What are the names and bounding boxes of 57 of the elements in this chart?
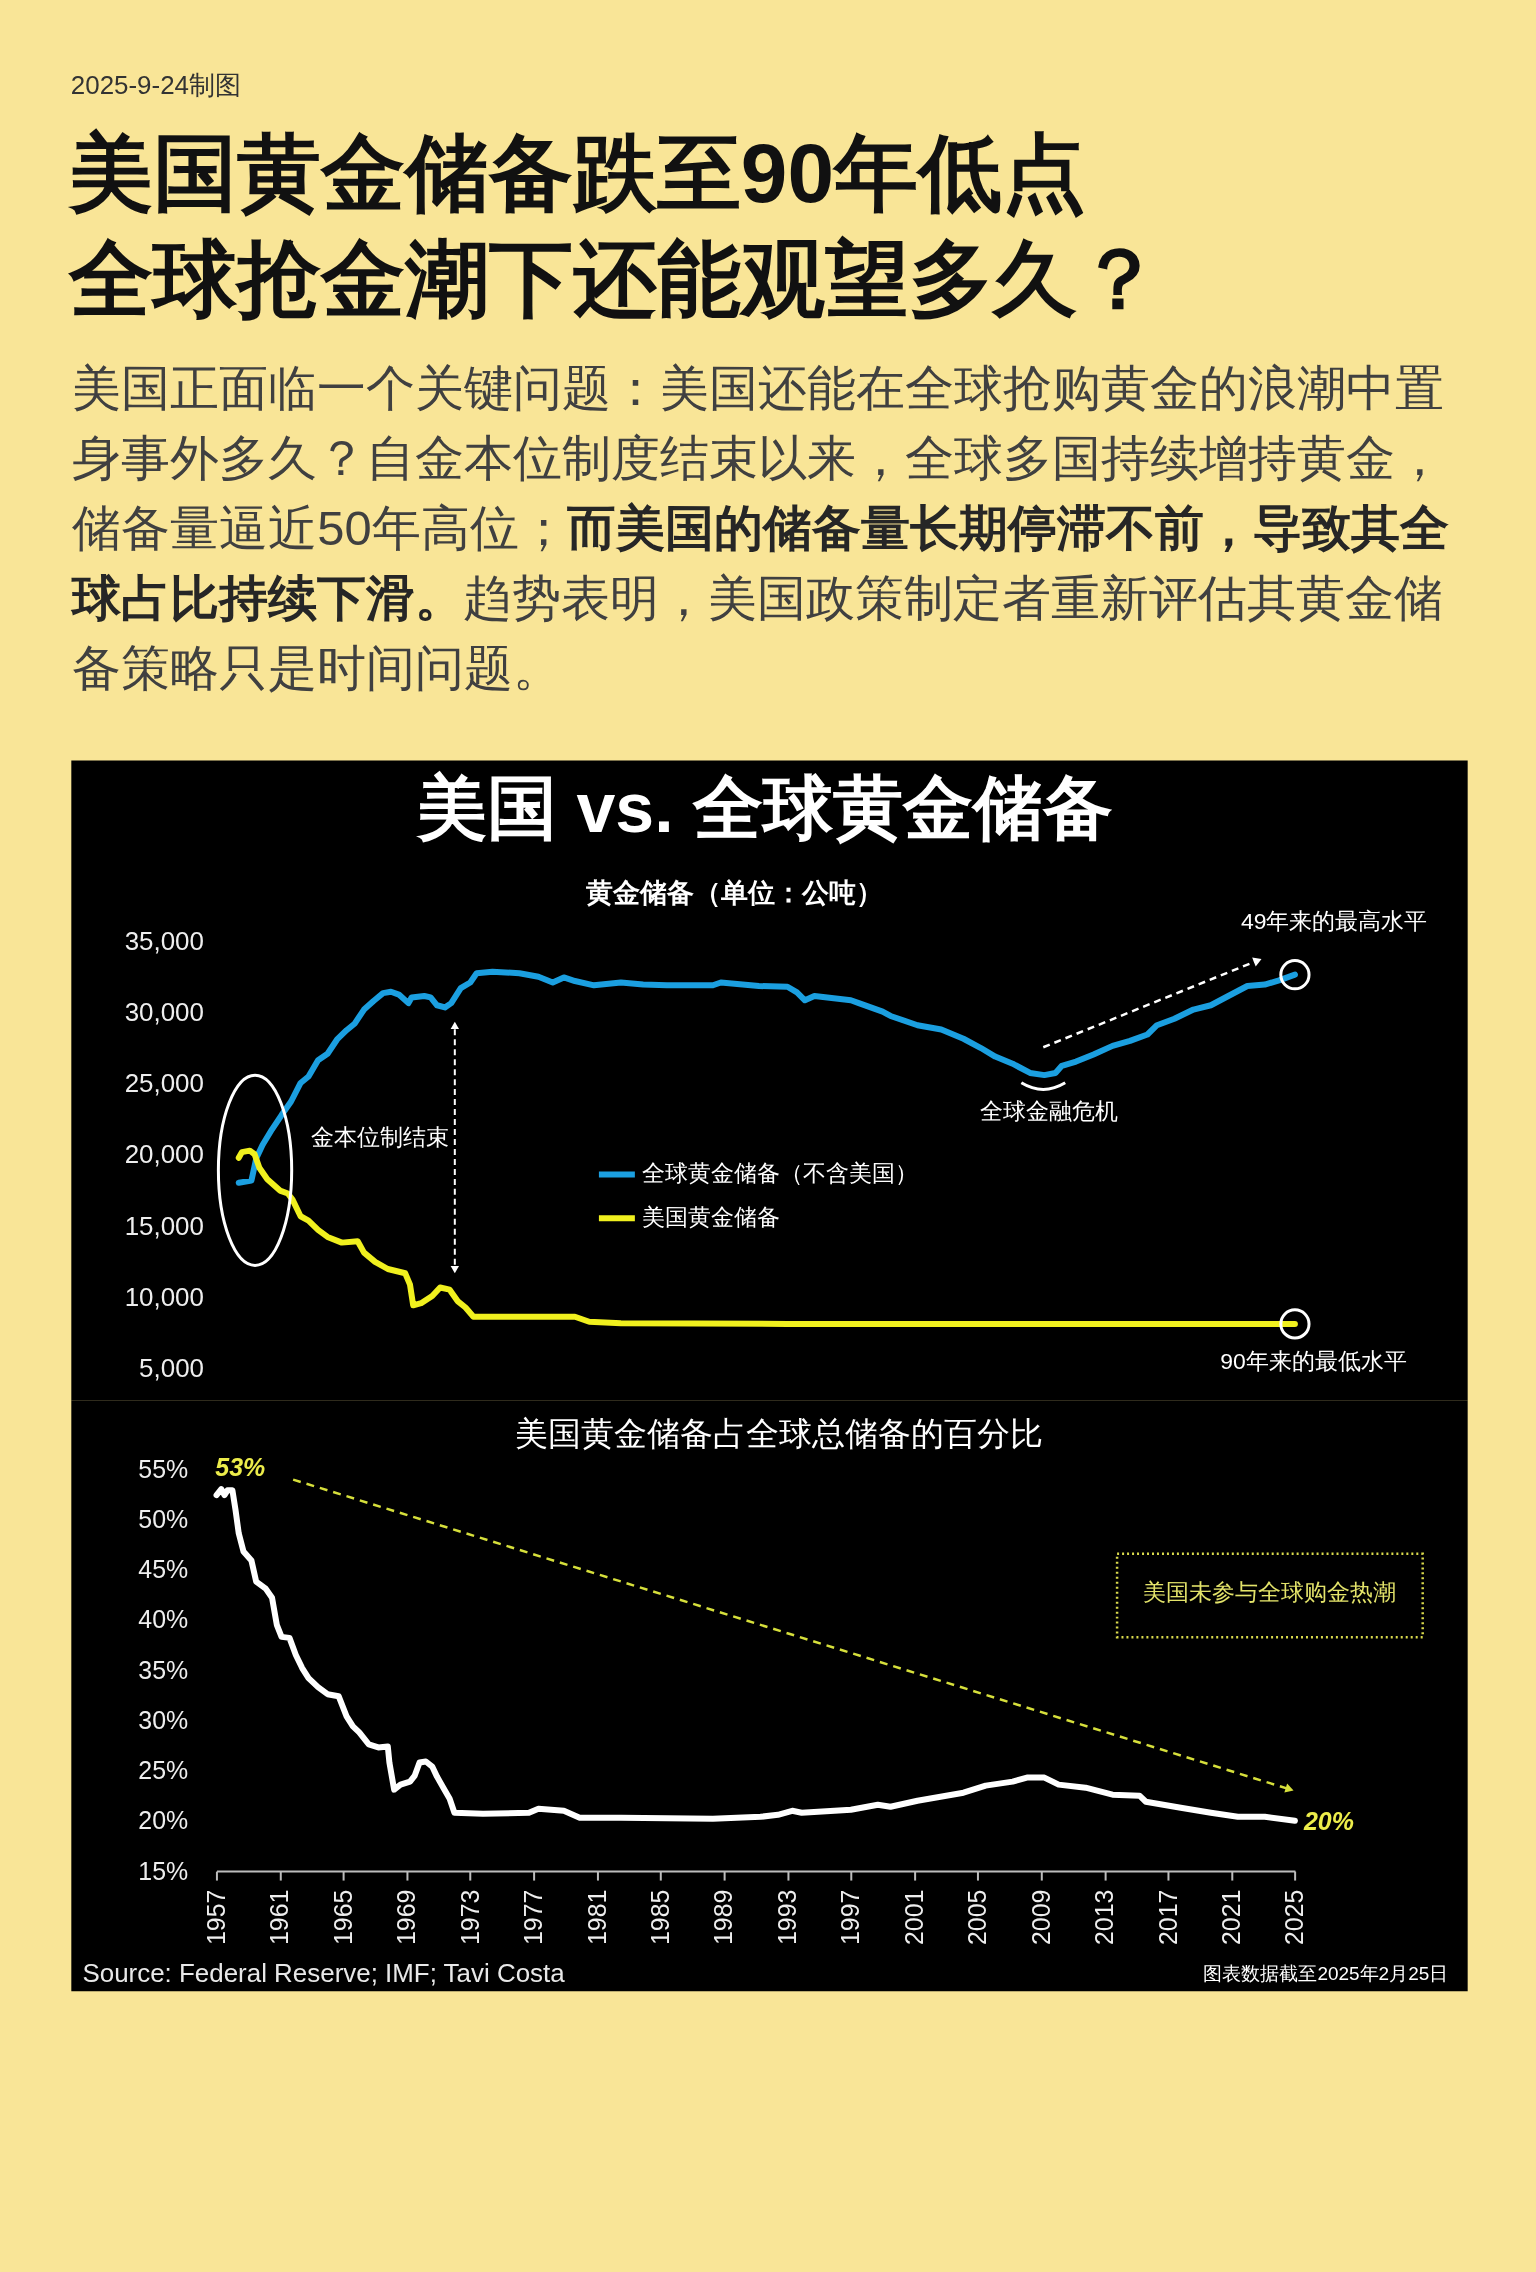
annotation: 金本位制结束 xyxy=(310,1124,449,1151)
chart-title: 美国黄金储备占全球总储备的百分比 xyxy=(514,1414,1043,1452)
legend-label: 美国黄金储备 xyxy=(642,1204,781,1231)
x-tick-label: 1989 xyxy=(709,1889,738,1945)
annotation: 美国未参与全球购金热潮 xyxy=(1143,1578,1397,1605)
annotation: 全球金融危机 xyxy=(980,1098,1119,1125)
y-tick-label: 15% xyxy=(138,1856,189,1885)
y-tick-label: 25,000 xyxy=(124,1069,204,1098)
y-tick-label: 40% xyxy=(138,1605,189,1634)
y-tick-label: 30,000 xyxy=(124,997,204,1026)
y-tick-label: 20% xyxy=(138,1806,189,1835)
x-tick-label: 1997 xyxy=(836,1889,865,1945)
x-tick-label: 1973 xyxy=(455,1889,484,1945)
text: 美国正面临一个关键问题：美国还能在全球抢购黄金的浪潮中置 xyxy=(72,360,1445,415)
text: 49年来的最高水平 xyxy=(1240,907,1428,934)
x-tick-label: 2025 xyxy=(1280,1889,1309,1945)
x-tick-label: 1965 xyxy=(328,1889,357,1945)
text: 备策略只是时间问题。 xyxy=(72,641,563,696)
x-tick-label: 1993 xyxy=(772,1889,801,1945)
y-tick-label: 25% xyxy=(138,1756,189,1785)
x-tick-label: 1957 xyxy=(202,1889,231,1945)
x-tick-label: 1969 xyxy=(392,1889,421,1945)
y-tick-label: 5,000 xyxy=(139,1354,204,1383)
y-tick-label: 15,000 xyxy=(124,1211,204,1240)
y-tick-label: 35,000 xyxy=(124,926,204,955)
x-tick-label: 1977 xyxy=(519,1889,548,1945)
text: 而美国的储备量长期停滞不前，导致其全 xyxy=(566,501,1449,556)
data-label: 20% xyxy=(1302,1806,1354,1835)
y-tick-label: 35% xyxy=(138,1655,189,1684)
text: 储备量逼近50年高位； xyxy=(72,501,568,556)
x-tick-label: 1961 xyxy=(265,1889,294,1945)
x-tick-label: 2009 xyxy=(1026,1889,1055,1945)
y-tick-label: 50% xyxy=(138,1504,189,1533)
x-tick-label: 2021 xyxy=(1216,1889,1245,1945)
y-tick-label: 30% xyxy=(138,1705,189,1734)
source-note: Source: Federal Reserve; IMF; Tavi Costa xyxy=(82,1958,566,1987)
chart-subtitle: 美国 vs. 全球黄金储备 xyxy=(416,768,1113,847)
x-tick-label: 1985 xyxy=(646,1889,675,1945)
text: 图表数据截至2025年2月25日 xyxy=(1203,1962,1449,1984)
y-tick-label: 20,000 xyxy=(124,1140,204,1169)
x-tick-label: 1981 xyxy=(582,1889,611,1945)
y-tick-label: 55% xyxy=(138,1454,189,1483)
chart-title: 美国黄金储备跌至90年低点全球抢金潮下还能观望多久？ xyxy=(66,126,1161,327)
text: 2025-9-24制图 xyxy=(70,71,241,100)
text: 身事外多久？自金本位制度结束以来，全球多国持续增持黄金， xyxy=(72,431,1445,486)
y-tick-label: 10,000 xyxy=(124,1282,204,1311)
x-tick-label: 2005 xyxy=(963,1889,992,1945)
text: 球占比持续下滑。 xyxy=(70,571,465,626)
data-label: 53% xyxy=(215,1453,266,1482)
annotation: 90年来的最低水平 xyxy=(1220,1348,1407,1375)
x-tick-label: 2001 xyxy=(899,1889,928,1945)
legend-label: 全球黄金储备（不含美国） xyxy=(642,1160,919,1187)
x-tick-label: 2017 xyxy=(1153,1889,1182,1945)
x-tick-label: 2013 xyxy=(1090,1889,1119,1945)
text: 趋势表明，美国政策制定者重新评估其黄金储 xyxy=(463,571,1444,626)
y-axis-title: 黄金储备（单位：公吨） xyxy=(584,878,883,909)
y-tick-label: 45% xyxy=(138,1555,189,1584)
